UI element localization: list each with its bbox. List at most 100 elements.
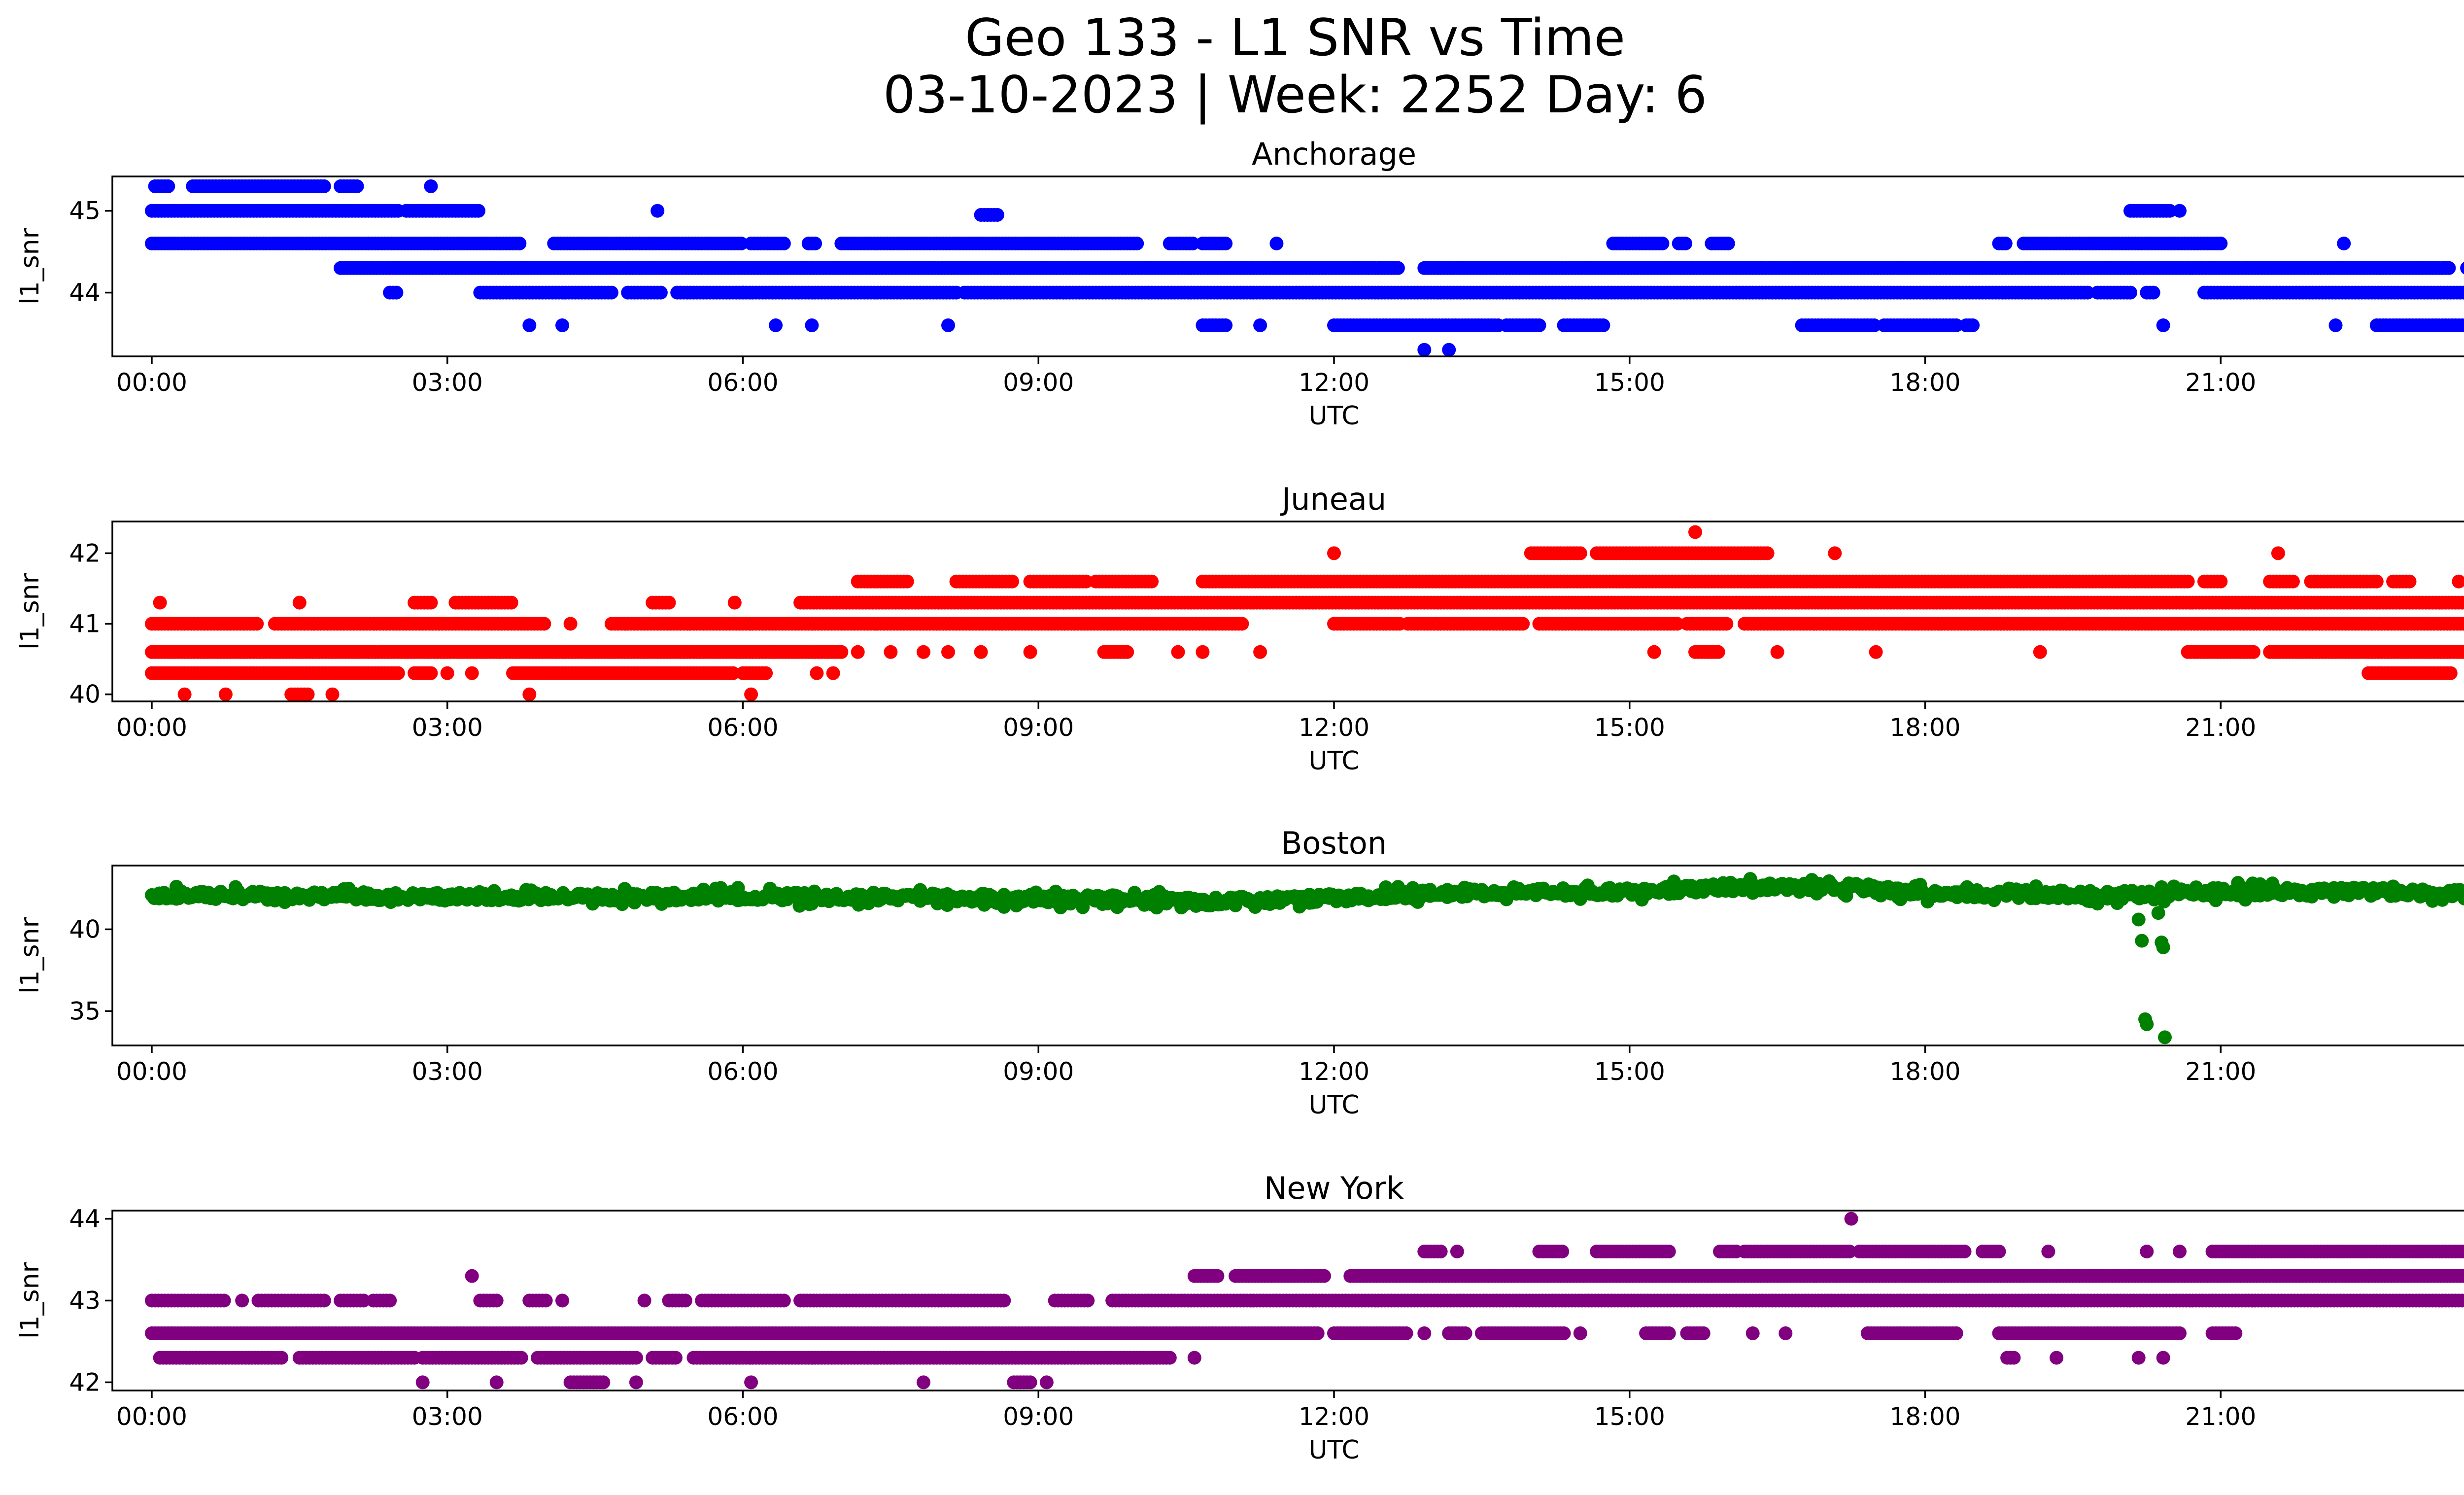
data-point bbox=[1235, 617, 1249, 631]
data-point bbox=[759, 666, 773, 680]
x-tick-label: 15:00 bbox=[1594, 713, 1665, 742]
data-point bbox=[662, 595, 676, 610]
data-point bbox=[1417, 343, 1432, 357]
x-tick-label: 03:00 bbox=[412, 713, 483, 742]
data-point bbox=[1869, 645, 1883, 659]
x-tick-label: 18:00 bbox=[1889, 368, 1960, 397]
x-tick-label: 21:00 bbox=[2185, 713, 2256, 742]
data-point bbox=[1130, 237, 1144, 250]
data-point bbox=[2443, 666, 2458, 680]
data-point bbox=[990, 208, 1004, 222]
data-point bbox=[522, 687, 537, 701]
data-point bbox=[2156, 318, 2170, 332]
data-point bbox=[424, 179, 438, 193]
data-point bbox=[1391, 261, 1405, 275]
data-point bbox=[884, 645, 898, 659]
axes-frame bbox=[111, 521, 2464, 702]
x-tick-label: 15:00 bbox=[1594, 368, 1665, 397]
data-point bbox=[1966, 318, 1980, 332]
data-point bbox=[1196, 645, 1210, 659]
data-point bbox=[2081, 285, 2095, 300]
data-point bbox=[1770, 645, 1784, 659]
data-point bbox=[1186, 237, 1200, 250]
data-point bbox=[2123, 285, 2137, 300]
data-point bbox=[2460, 262, 2464, 275]
data-point bbox=[734, 237, 749, 250]
scatter-points bbox=[145, 872, 2464, 1044]
data-point bbox=[1719, 617, 1734, 631]
data-point bbox=[2402, 574, 2417, 589]
data-point bbox=[941, 318, 955, 332]
data-point bbox=[604, 285, 618, 300]
x-tick-label: 09:00 bbox=[1003, 713, 1074, 742]
data-point bbox=[2286, 574, 2300, 589]
data-point bbox=[1721, 237, 1735, 250]
data-point bbox=[537, 617, 551, 631]
data-point bbox=[2452, 574, 2464, 589]
data-point bbox=[2214, 574, 2228, 589]
data-point bbox=[727, 595, 742, 610]
data-point bbox=[1442, 343, 1456, 357]
data-point bbox=[1711, 645, 1725, 659]
data-point bbox=[1670, 617, 1684, 631]
x-axis-label: UTC bbox=[1308, 746, 1359, 776]
data-point bbox=[834, 645, 849, 659]
data-point bbox=[2462, 320, 2464, 331]
y-tick-label: 42 bbox=[69, 539, 101, 567]
data-point bbox=[1573, 546, 1587, 560]
data-point bbox=[2033, 645, 2047, 659]
data-point bbox=[1269, 237, 1284, 250]
data-point bbox=[2173, 204, 2187, 218]
data-point bbox=[1005, 574, 1019, 589]
data-point bbox=[1171, 645, 1185, 659]
data-point bbox=[653, 285, 668, 300]
x-tick-label: 21:00 bbox=[2185, 368, 2256, 397]
data-point bbox=[941, 645, 955, 659]
data-point bbox=[317, 179, 331, 193]
subplot-title: Anchorage bbox=[1252, 136, 1416, 172]
data-point bbox=[153, 595, 167, 610]
data-point bbox=[1655, 237, 1670, 250]
data-point bbox=[2146, 285, 2160, 300]
data-point bbox=[744, 687, 758, 701]
data-point bbox=[513, 237, 527, 250]
data-point bbox=[177, 687, 192, 701]
data-point bbox=[2328, 318, 2343, 332]
data-point bbox=[424, 666, 438, 680]
data-point bbox=[161, 179, 175, 193]
x-axis-label: UTC bbox=[1308, 401, 1359, 431]
y-tick-label: 40 bbox=[69, 680, 101, 709]
scatter-points bbox=[145, 525, 2464, 701]
data-point bbox=[555, 318, 569, 332]
x-tick-label: 00:00 bbox=[116, 713, 187, 742]
y-tick-label: 45 bbox=[69, 197, 101, 225]
data-point bbox=[325, 687, 340, 701]
data-point bbox=[2337, 237, 2351, 250]
data-point bbox=[2458, 595, 2464, 610]
data-point bbox=[777, 237, 791, 250]
data-point bbox=[424, 595, 438, 610]
x-tick-label: 12:00 bbox=[1299, 368, 1369, 397]
data-point bbox=[350, 179, 364, 193]
data-point bbox=[1253, 645, 1267, 659]
data-point bbox=[1678, 237, 1692, 250]
data-point bbox=[465, 666, 479, 680]
data-point bbox=[1828, 546, 1842, 560]
data-point bbox=[1647, 645, 1661, 659]
data-point bbox=[1079, 574, 1093, 589]
data-point bbox=[391, 666, 405, 680]
data-point bbox=[810, 666, 824, 680]
data-point bbox=[900, 574, 914, 589]
data-point bbox=[1219, 318, 1233, 332]
data-point bbox=[2246, 645, 2260, 659]
x-tick-label: 03:00 bbox=[412, 368, 483, 397]
data-point bbox=[301, 687, 315, 701]
data-point bbox=[2458, 318, 2464, 332]
data-point bbox=[1516, 617, 1530, 631]
data-point bbox=[1532, 318, 1546, 332]
x-tick-label: 12:00 bbox=[1299, 713, 1369, 742]
data-point bbox=[808, 237, 822, 250]
